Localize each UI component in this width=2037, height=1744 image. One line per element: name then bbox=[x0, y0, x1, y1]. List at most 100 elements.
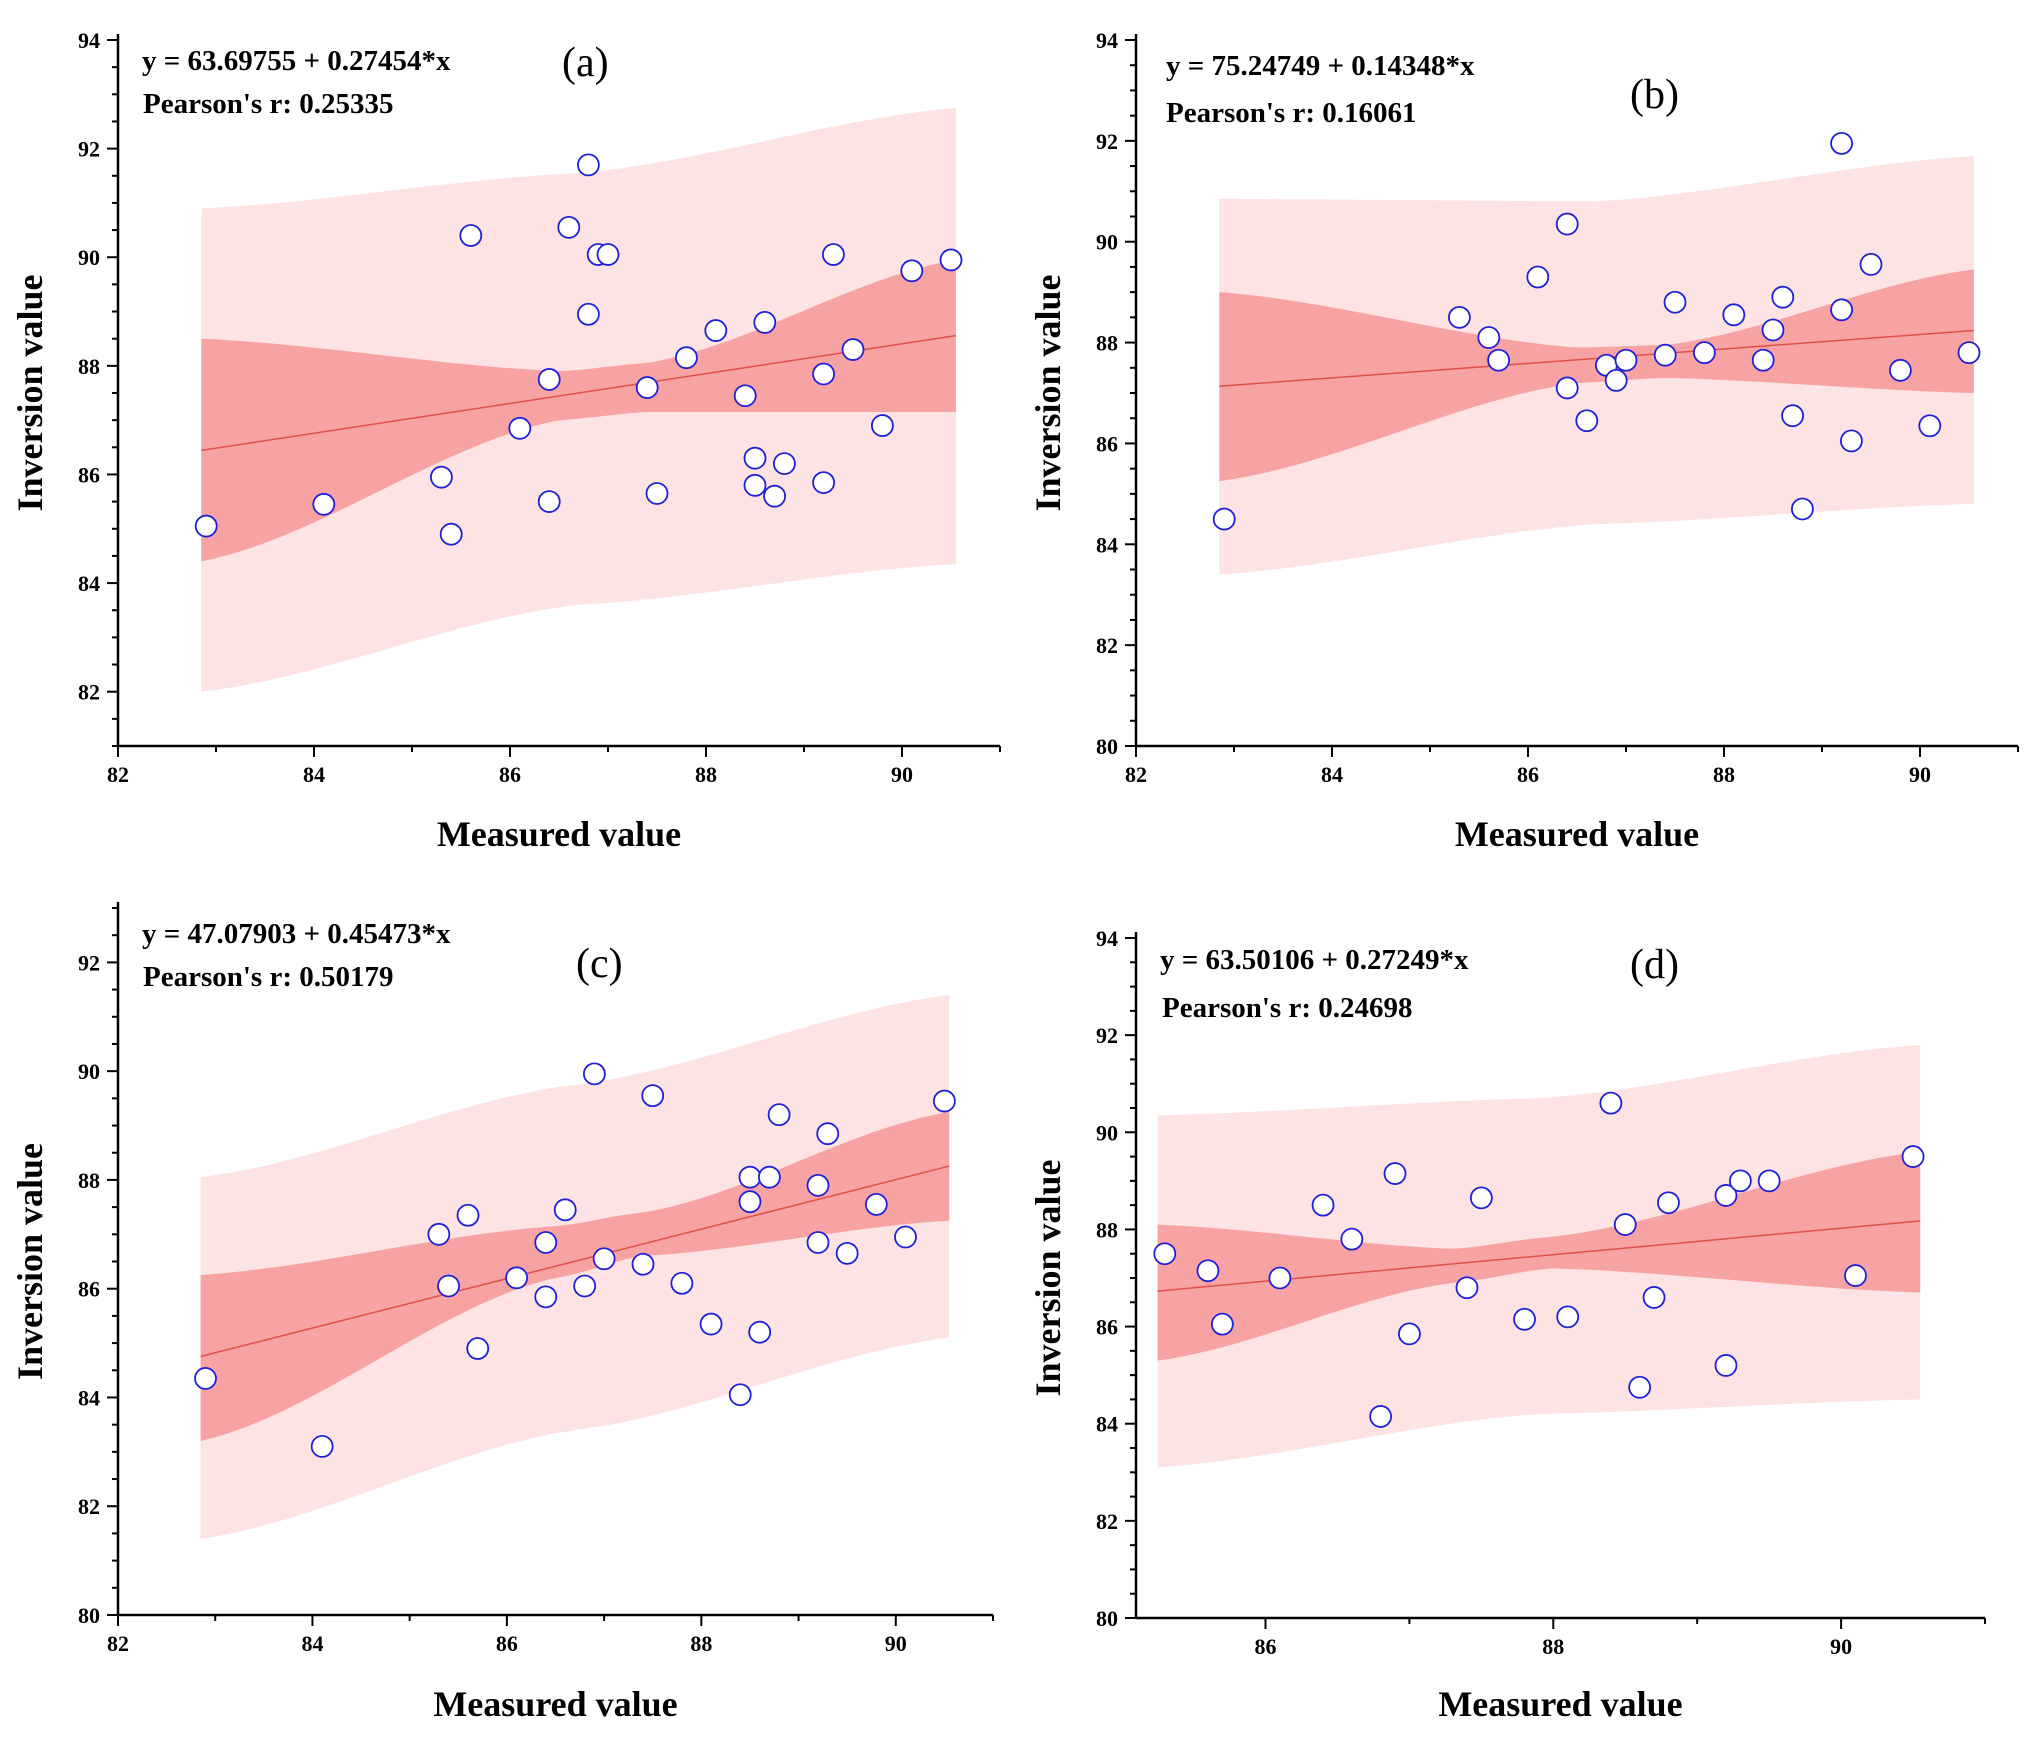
confidence-band bbox=[1219, 269, 1974, 482]
pearson-r: Pearson's r: 0.25335 bbox=[143, 88, 394, 120]
data-point bbox=[1830, 131, 1853, 155]
panel-label: (c) bbox=[576, 941, 623, 987]
data-point bbox=[1614, 348, 1638, 372]
chart-panel-1: 82 84 86 88 90 92 94 82 84 86 88 90 y = 63.69755 + 0… bbox=[10, 28, 1001, 854]
data-point bbox=[738, 1165, 762, 1189]
y-tick-label: 80 bbox=[1096, 734, 1118, 759]
data-point bbox=[427, 1222, 451, 1246]
chart-panel-4: 80 82 84 86 88 90 92 94 86 88 90 y = 63.50106 + 0.2… bbox=[1028, 926, 1986, 1724]
panel-label: (a) bbox=[562, 40, 609, 86]
data-point bbox=[763, 484, 786, 508]
data-point bbox=[429, 465, 453, 489]
data-point bbox=[841, 338, 865, 361]
y-tick-label: 92 bbox=[78, 950, 100, 975]
data-point bbox=[1556, 1305, 1580, 1329]
data-point bbox=[753, 310, 777, 334]
data-point bbox=[822, 243, 845, 266]
x-tick-label: 90 bbox=[891, 762, 913, 787]
data-point bbox=[459, 224, 483, 247]
data-point bbox=[932, 1089, 956, 1113]
data-point bbox=[1555, 376, 1579, 400]
fit-line bbox=[1219, 329, 1974, 387]
y-tick-label: 80 bbox=[1096, 1606, 1118, 1631]
data-point bbox=[835, 1241, 859, 1265]
data-point bbox=[871, 414, 894, 437]
y-tick-label: 90 bbox=[78, 245, 100, 270]
data-point bbox=[733, 384, 757, 408]
y-tick-label: 84 bbox=[1096, 532, 1118, 557]
data-point bbox=[577, 302, 600, 326]
data-point bbox=[1477, 326, 1501, 349]
data-point bbox=[1918, 414, 1942, 438]
x-axis-title: Measured value bbox=[433, 1684, 677, 1724]
data-point bbox=[439, 522, 463, 546]
data-point bbox=[1957, 341, 1981, 365]
y-tick-label: 86 bbox=[1096, 431, 1118, 456]
y-tick-label: 94 bbox=[1096, 926, 1118, 951]
data-point bbox=[505, 1266, 529, 1290]
data-point bbox=[1196, 1259, 1220, 1283]
y-tick-label: 92 bbox=[78, 137, 100, 162]
data-point bbox=[1722, 303, 1746, 327]
data-point bbox=[1599, 1091, 1623, 1115]
y-tick-label: 84 bbox=[1096, 1412, 1118, 1437]
data-point bbox=[437, 1274, 460, 1298]
confidence-band bbox=[200, 1111, 950, 1441]
data-point bbox=[1693, 341, 1716, 365]
y-tick-label: 92 bbox=[1096, 129, 1118, 154]
x-tick-label: 82 bbox=[1125, 762, 1147, 787]
data-point bbox=[757, 1165, 781, 1189]
data-point bbox=[743, 473, 767, 497]
data-point bbox=[596, 243, 620, 266]
data-point bbox=[1657, 1191, 1680, 1215]
y-tick-label: 80 bbox=[78, 1603, 100, 1628]
y-axis-title: Inversion value bbox=[1028, 1159, 1068, 1396]
x-axis-title: Measured value bbox=[437, 814, 681, 854]
data-point bbox=[1714, 1184, 1738, 1207]
panel-label: (b) bbox=[1630, 72, 1679, 118]
pearson-r: Pearson's r: 0.50179 bbox=[143, 961, 394, 993]
data-point bbox=[812, 362, 835, 386]
data-point bbox=[670, 1271, 694, 1295]
data-point bbox=[1840, 429, 1863, 453]
data-point bbox=[900, 259, 924, 283]
data-point bbox=[577, 153, 600, 177]
x-tick-label: 84 bbox=[301, 1631, 323, 1656]
data-point bbox=[1268, 1266, 1292, 1290]
data-point bbox=[1369, 1405, 1393, 1428]
data-point bbox=[466, 1337, 490, 1360]
x-axis-title: Measured value bbox=[1455, 814, 1699, 854]
data-point bbox=[1728, 1169, 1752, 1193]
data-point bbox=[1340, 1227, 1364, 1251]
x-tick-label: 84 bbox=[1321, 762, 1343, 787]
data-point bbox=[1210, 1312, 1234, 1336]
panel-label: (d) bbox=[1630, 942, 1679, 988]
data-point bbox=[1663, 290, 1687, 314]
data-point bbox=[704, 319, 728, 342]
regression-equation: y = 63.50106 + 0.27249*x bbox=[1160, 944, 1469, 976]
data-point bbox=[631, 1252, 655, 1276]
y-tick-label: 86 bbox=[1096, 1315, 1118, 1340]
x-tick-label: 82 bbox=[107, 762, 129, 787]
data-point bbox=[557, 215, 581, 239]
y-axis-title: Inversion value bbox=[1028, 274, 1068, 511]
x-tick-label: 88 bbox=[695, 762, 717, 787]
x-tick-label: 82 bbox=[107, 1631, 129, 1656]
data-point bbox=[773, 452, 796, 476]
y-axis-title: Inversion value bbox=[10, 274, 50, 511]
y-tick-label: 84 bbox=[78, 571, 100, 596]
y-tick-label: 90 bbox=[78, 1059, 100, 1084]
data-point bbox=[1448, 305, 1471, 329]
data-point bbox=[1613, 1213, 1637, 1236]
data-point bbox=[1761, 318, 1785, 342]
data-point bbox=[812, 471, 835, 495]
x-tick-label: 86 bbox=[1517, 762, 1539, 787]
y-tick-label: 86 bbox=[78, 462, 100, 487]
x-tick-label: 88 bbox=[690, 1631, 712, 1656]
data-point bbox=[864, 1192, 888, 1216]
data-point bbox=[1513, 1307, 1536, 1331]
x-tick-label: 90 bbox=[885, 1631, 907, 1656]
y-tick-label: 82 bbox=[1096, 1509, 1118, 1534]
data-point bbox=[816, 1122, 840, 1146]
data-point bbox=[1604, 368, 1628, 392]
